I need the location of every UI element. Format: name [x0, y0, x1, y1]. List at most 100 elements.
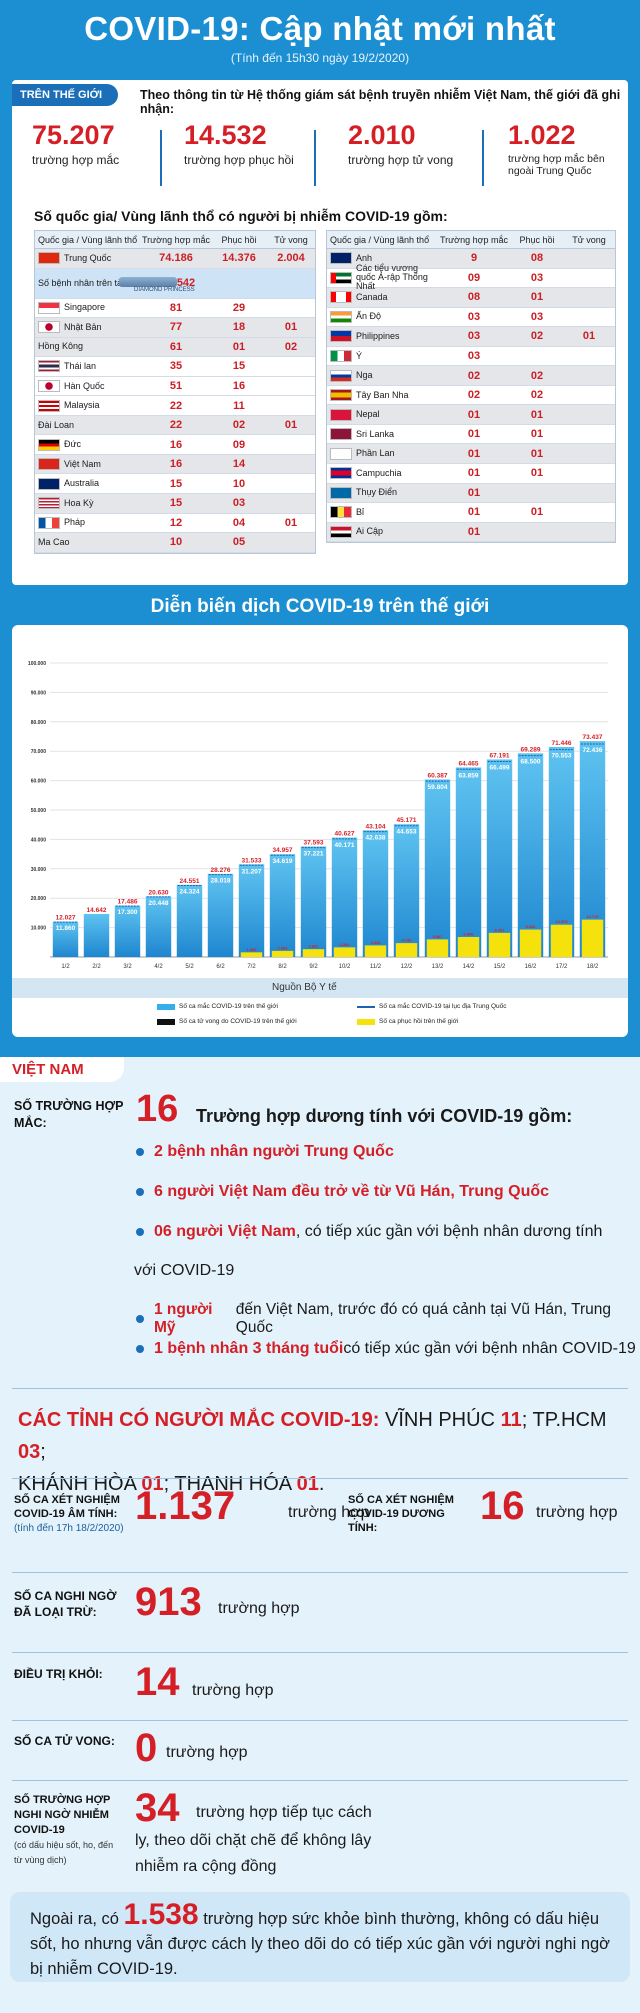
bullet-icon	[136, 1188, 144, 1196]
bullet-red: 1 người Mỹ	[154, 1301, 213, 1336]
cell-cases: 01	[467, 447, 481, 460]
deaths-label: SỐ CA TỬ VONG:	[14, 1734, 115, 1748]
x-tick-label: 11/2	[370, 964, 382, 970]
cell-cases: 01	[467, 467, 481, 480]
table-row: Số bệnh nhân trên tàu du lịch 542 DIAMOND …	[35, 268, 315, 299]
bullet-red: 06 người Việt Nam	[154, 1223, 296, 1240]
cell-rec: 02	[530, 369, 544, 382]
country-name: Hồng Kông	[38, 341, 84, 352]
table-row: Hồng Kông 61 01 02	[35, 337, 315, 358]
data-label-china: 44.653	[397, 829, 417, 836]
country-name: Các tiểu vương quốc Ả-rập Thống Nhất	[356, 263, 428, 292]
cell-dead: 01	[284, 321, 298, 334]
bar-world	[145, 896, 172, 957]
bullet-icon	[136, 1148, 144, 1156]
deaths-number: 0	[135, 1726, 158, 1770]
country-name: Nhật Bản	[64, 321, 102, 332]
table-row: Thái lan 35 15	[35, 357, 315, 377]
list-item: 1 bệnh nhân 3 tháng tuổi có tiếp xúc gần…	[136, 1340, 636, 1358]
table-row: Australia 15 10	[35, 474, 315, 495]
bar-chart: 10.000 20.000 30.000 40.000 50.000 60.000 70.0…	[28, 661, 608, 970]
chart-title: Diễn biến dịch COVID-19 trên thế giới	[150, 596, 490, 617]
legend-deaths: Số ca tử vong do COVID-19 trên thế giới	[157, 1018, 297, 1025]
flag-icon	[330, 330, 352, 343]
bar-world	[238, 864, 265, 957]
cell-rec: 29	[232, 301, 246, 314]
x-tick-label: 9/2	[309, 964, 318, 970]
data-label-china: 70.553	[552, 753, 572, 760]
bar-world	[83, 913, 110, 957]
cell-dead: 01	[284, 419, 298, 432]
bar-world	[548, 746, 575, 957]
bottom-post: trường hợp sức khỏe bình thường, không c…	[30, 1910, 611, 1978]
cell-country: Canada	[327, 291, 439, 304]
world-intro: Theo thông tin từ Hệ thống giám sát bệnh…	[140, 88, 621, 116]
table-header: Quốc gia / Vùng lãnh thổ Trường hợp mắc …	[327, 231, 615, 249]
province-count: 11	[500, 1409, 522, 1431]
country-name: Philippines	[356, 330, 400, 341]
cell-country: Singapore	[35, 301, 141, 314]
table-row: Đức 16 09	[35, 435, 315, 455]
table-row: Singapore 81 29	[35, 299, 315, 319]
cell-rec: 16	[232, 380, 246, 392]
cell-country: Ấn Độ	[327, 310, 439, 323]
cell-cases: 22	[169, 399, 183, 412]
country-name: Bỉ	[356, 506, 365, 517]
cell-dead: 2.004	[277, 252, 305, 265]
cell-country: Sri Lanka	[327, 428, 439, 441]
stat-label: trường hợp phục hồi	[184, 153, 294, 167]
vietnam-tag: VIỆT NAM	[0, 1057, 124, 1082]
flag-icon	[38, 321, 60, 334]
bar-world	[331, 837, 358, 957]
cell-cases: 01	[467, 428, 481, 441]
bar-recovered	[519, 929, 542, 957]
cell-rec: 01	[530, 467, 544, 480]
x-tick-label: 8/2	[278, 964, 287, 970]
country-name: Anh	[356, 252, 373, 263]
data-label-recovered: 10.975	[555, 919, 568, 924]
bar-world	[486, 759, 513, 957]
flag-icon	[38, 497, 60, 510]
cell-country: Ai Cập	[327, 525, 439, 538]
negative-label: SỐ CA XÉT NGHIỆM COVID-19 ÂM TÍNH: (tính …	[14, 1493, 129, 1536]
data-label-recovered: 2.084	[277, 945, 288, 950]
header: COVID-19: Cập nhật mới nhất (Tính đến 15…	[0, 0, 640, 80]
data-label-china: 31.207	[242, 868, 262, 875]
y-tick-label: 50.000	[31, 808, 47, 814]
cell-rec: 01	[530, 506, 544, 519]
x-tick-label: 3/2	[123, 964, 132, 970]
cell-cases: 01	[467, 408, 481, 421]
suspected-number: 34	[135, 1786, 180, 1830]
province-text: KHÁNH HÒA	[18, 1473, 142, 1495]
table-row: Hoa Kỳ 15 03	[35, 494, 315, 514]
cell-rec: 14	[232, 458, 246, 471]
deaths-unit: trường hợp	[166, 1744, 248, 1761]
cell-country: Thụy Điển	[327, 486, 439, 499]
cell-country: Nepal	[327, 408, 439, 421]
cell-dead: 01	[582, 330, 596, 343]
y-tick-label: 90.000	[31, 690, 47, 696]
table-row: Đài Loan 22 02 01	[35, 415, 315, 436]
data-label-china: 40.171	[335, 842, 355, 849]
data-label-world: 20.630	[149, 889, 169, 896]
flag-icon	[38, 458, 60, 471]
cell-rec: 01	[530, 447, 544, 460]
suspected-excluded-number: 913	[135, 1580, 202, 1624]
y-tick-label: 30.000	[31, 867, 47, 873]
country-table-left: Quốc gia / Vùng lãnh thổ Trường hợp mắc …	[34, 230, 316, 554]
country-table-right: Quốc gia / Vùng lãnh thổ Trường hợp mắc …	[326, 230, 616, 544]
legend-swatch	[357, 1005, 375, 1008]
data-label-world: 14.642	[87, 907, 107, 914]
cured-number: 14	[135, 1660, 180, 1704]
flag-icon	[38, 516, 60, 529]
province-count: 01	[296, 1473, 319, 1495]
cured-unit: trường hợp	[192, 1682, 274, 1699]
stat-deaths: 2.010 trường hợp tử vong	[348, 120, 478, 184]
cell-cases: 01	[467, 486, 481, 499]
cell-country: Hàn Quốc	[35, 380, 141, 392]
country-name: Nga	[356, 370, 373, 381]
legend-swatch	[157, 1003, 175, 1010]
divider	[12, 1652, 628, 1653]
data-label-china: 11.860	[56, 925, 76, 932]
table-row: Nga 02 02	[327, 366, 615, 386]
